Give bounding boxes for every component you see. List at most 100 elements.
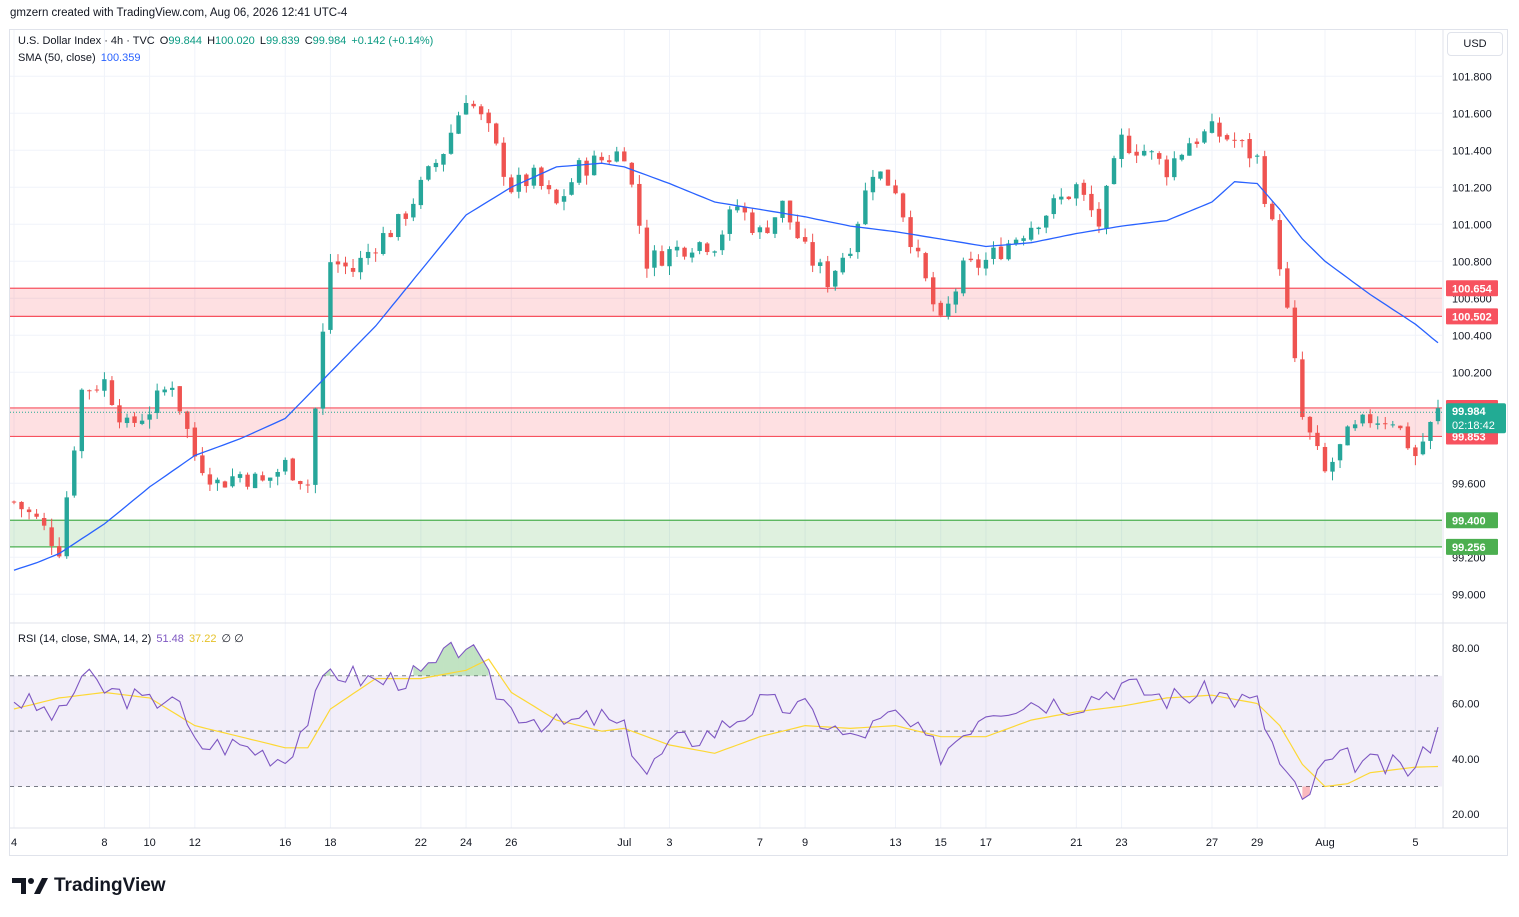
candle-body <box>132 416 137 423</box>
candle-body <box>652 250 657 268</box>
candle-body <box>418 179 424 206</box>
tradingview-logo-icon <box>12 878 48 894</box>
candle-body <box>720 234 725 251</box>
candle-body <box>704 243 710 253</box>
candle-body <box>833 270 838 287</box>
rsi-tick-label: 80.00 <box>1452 643 1480 655</box>
rsi-line <box>13 641 1439 801</box>
candle <box>524 173 529 193</box>
candle <box>795 214 800 239</box>
candle <box>1202 129 1207 144</box>
resistance-bottom-tag-bg <box>1446 308 1498 325</box>
time-tick-label: 5 <box>1412 837 1418 849</box>
candle <box>704 242 710 256</box>
candle-body <box>1239 140 1245 142</box>
change-value: +0.142 (+0.14%) <box>351 35 434 47</box>
candle <box>637 175 642 234</box>
candle-body <box>1247 139 1252 159</box>
candle-body <box>328 262 333 330</box>
rsi-tick-label: 60.00 <box>1452 698 1480 710</box>
time-tick-label: 15 <box>935 837 947 849</box>
candle-body <box>411 203 416 218</box>
currency-button[interactable]: USD <box>1447 32 1503 56</box>
candle <box>1262 150 1267 208</box>
candle-body <box>1021 238 1026 241</box>
candle <box>569 178 574 196</box>
candle-body <box>448 132 454 154</box>
candle-body <box>267 477 273 481</box>
candle <box>1044 215 1049 234</box>
close-value: 99.984 <box>312 35 347 47</box>
candle <box>622 147 627 162</box>
candle-body <box>976 259 981 268</box>
resistance-bottom-tag: 100.502 <box>1452 311 1492 323</box>
candle-body <box>1337 444 1343 461</box>
rsi-overbought-fill <box>473 644 482 676</box>
candle <box>607 154 612 165</box>
candle-body <box>546 185 552 190</box>
candle <box>546 180 552 195</box>
candle <box>742 202 748 221</box>
candle-body <box>930 277 936 305</box>
candle-body <box>87 390 92 392</box>
candle <box>561 189 567 211</box>
candle <box>1081 179 1087 201</box>
candle-body <box>79 389 85 452</box>
candle <box>207 467 213 492</box>
candle <box>1157 151 1162 165</box>
grid <box>10 30 1442 828</box>
candle-body <box>403 213 408 219</box>
rsi-overbought-fill <box>413 665 421 676</box>
candle <box>320 323 326 415</box>
candle <box>305 479 311 493</box>
candle-body <box>441 154 446 165</box>
candle-body <box>486 112 491 124</box>
candle <box>885 169 891 186</box>
candle <box>802 228 808 244</box>
candle <box>456 111 461 135</box>
candle <box>765 220 770 234</box>
candle <box>102 372 107 397</box>
candle <box>1413 444 1418 466</box>
candle-body <box>1292 307 1298 359</box>
candle <box>19 501 24 518</box>
candle <box>1292 300 1298 363</box>
sma-label: SMA (50, close) <box>18 52 96 64</box>
candle <box>1059 188 1064 205</box>
candle-body <box>893 185 898 194</box>
candle-body <box>1141 150 1147 156</box>
candle <box>237 471 243 483</box>
candle-body <box>938 302 943 316</box>
candle <box>471 100 476 109</box>
rsi-ma-value: 37.22 <box>188 633 217 645</box>
candle <box>448 124 454 155</box>
rsi-overbought-fill <box>428 662 436 676</box>
candle-body <box>1315 432 1320 447</box>
candle-body <box>19 501 24 510</box>
candle <box>757 225 763 239</box>
candle <box>49 518 54 555</box>
price-tick-label: 99.200 <box>1452 552 1486 564</box>
candle-body <box>1217 122 1222 137</box>
candle-body <box>915 247 921 252</box>
candle <box>855 221 861 259</box>
rsi-tick-label: 40.00 <box>1452 754 1480 766</box>
candle-body <box>1202 131 1207 143</box>
candle-body <box>1232 139 1237 141</box>
candle <box>245 472 250 490</box>
rsi-label: RSI (14, close, SMA, 14, 2) <box>18 633 152 645</box>
time-tick-label: Jul <box>617 837 631 849</box>
candle-body <box>49 527 54 546</box>
symbol-name: U.S. Dollar Index · 4h · TVC <box>18 35 155 47</box>
candle-body <box>41 518 47 526</box>
candle <box>192 422 198 461</box>
zones <box>10 287 1442 548</box>
candle <box>750 208 755 236</box>
candle <box>817 258 823 274</box>
candle <box>652 245 657 277</box>
symbol-legend: U.S. Dollar Index · 4h · TVC O99.844 H10… <box>18 35 435 47</box>
candle <box>1390 420 1395 428</box>
candle <box>1224 133 1230 142</box>
candle <box>109 376 115 406</box>
